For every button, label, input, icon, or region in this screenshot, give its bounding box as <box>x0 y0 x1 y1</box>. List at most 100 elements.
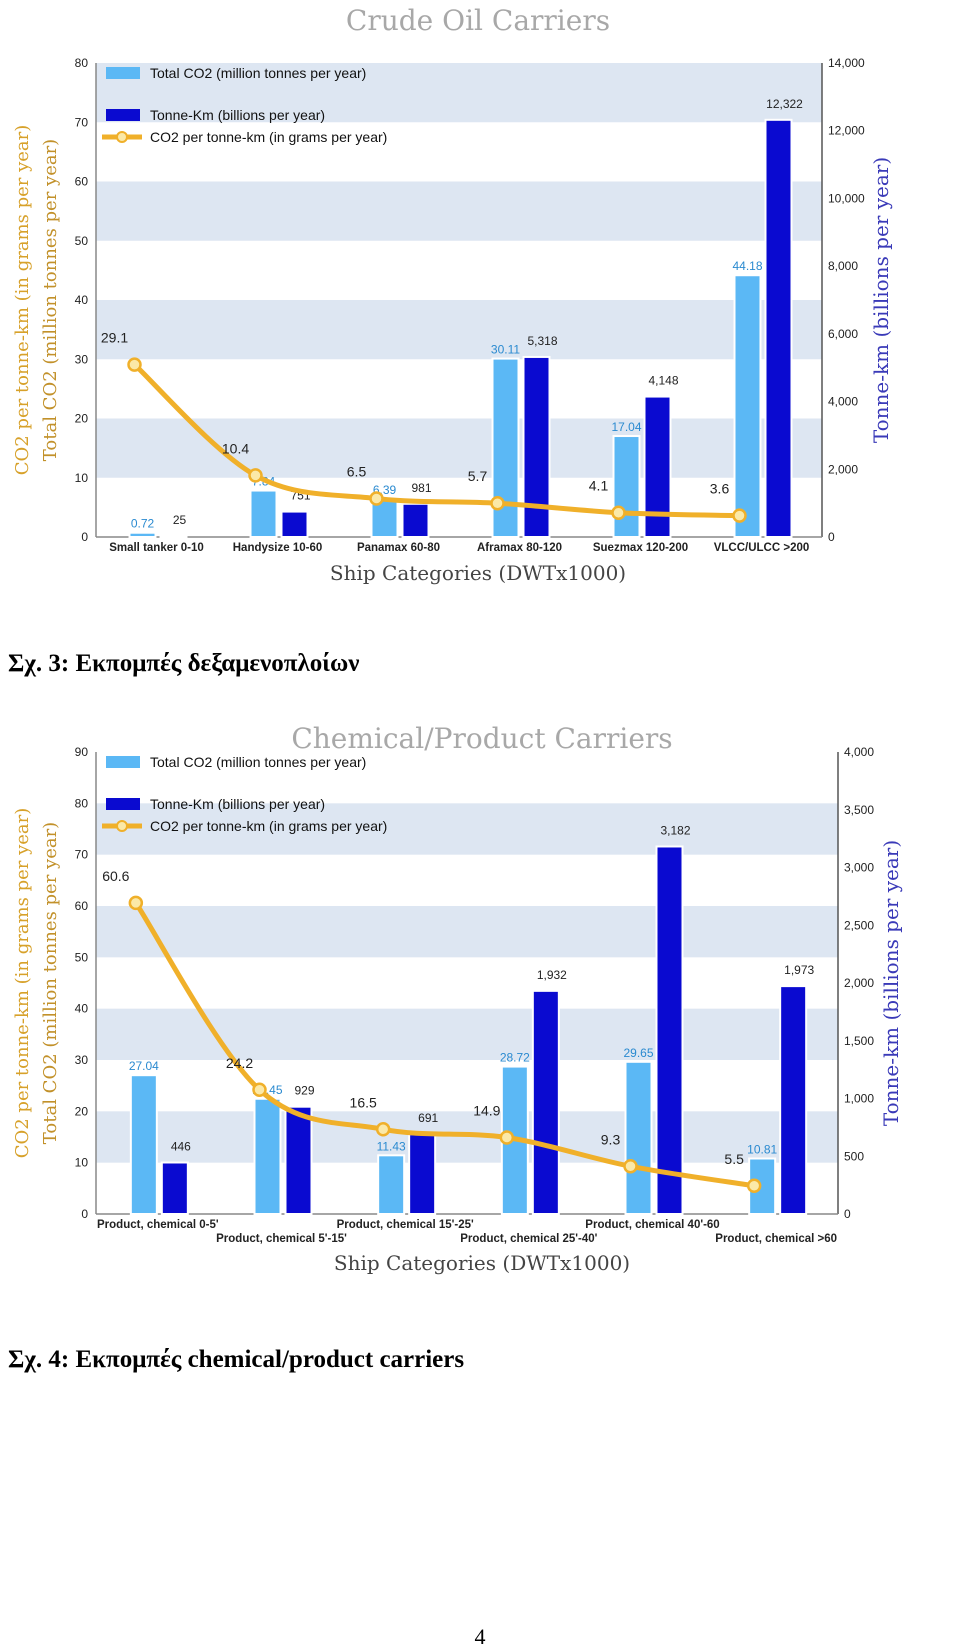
category-label: Product, chemical 15'-25' <box>337 1219 474 1231</box>
line-co2-per-tonne-km <box>132 362 742 519</box>
left-tick-label: 0 <box>81 530 88 544</box>
point-co2-per-tonne-km <box>375 1122 391 1137</box>
bar-label-tonne-km: 1,973 <box>784 963 814 977</box>
bar-label-total-co2: 17.04 <box>611 420 641 434</box>
right-tick-label: 14,000 <box>828 56 865 70</box>
legend-label-total-co2: Total CO2 (million tonnes per year) <box>150 65 366 81</box>
bar-label-total-co2: 28.72 <box>500 1051 530 1065</box>
bar-label-tonne-km: 4,148 <box>648 374 678 388</box>
legend-label-co2-per-tonne-km: CO2 per tonne-km (in grams per year) <box>150 129 387 145</box>
right-axis-title: Tonne-km (billions per year) <box>879 840 903 1126</box>
grid-band <box>96 181 822 241</box>
legend-swatch-total-co2 <box>106 67 140 79</box>
right-tick-label: 3,000 <box>844 861 874 875</box>
point-label-co2-per-tonne-km: 5.5 <box>724 1151 744 1167</box>
point-label-co2-per-tonne-km: 9.3 <box>601 1131 621 1147</box>
left-tick-label: 0 <box>81 1207 88 1221</box>
point-co2-per-tonne-km <box>369 491 384 506</box>
bar-tonne-km <box>160 1161 189 1215</box>
category-label: Product, chemical 40'-60 <box>585 1219 719 1231</box>
bar-total-co2 <box>370 498 399 538</box>
grid-band <box>96 63 822 123</box>
bar-total-co2 <box>129 1074 158 1215</box>
point-co2-per-tonne-km <box>248 468 263 483</box>
bar-total-co2 <box>249 489 278 539</box>
right-tick-label: 3,500 <box>844 803 874 817</box>
bar-label-tonne-km: 1,932 <box>537 968 567 982</box>
line-co2-per-tonne-km <box>133 900 757 1189</box>
right-tick-label: 2,500 <box>844 918 874 932</box>
right-tick-label: 4,000 <box>828 395 858 409</box>
right-axis-title: Tonne-km (billions per year) <box>869 157 893 443</box>
bar-tonne-km <box>408 1133 437 1216</box>
legend-label-total-co2: Total CO2 (million tonnes per year) <box>150 754 366 770</box>
left-tick-label: 50 <box>75 234 89 248</box>
legend-swatch-point <box>116 820 128 832</box>
left-axis-title-inner: Total CO2 (million tonnes per year) <box>40 822 61 1144</box>
point-co2-per-tonne-km <box>623 1159 638 1174</box>
bar-label-total-co2: 11.43 <box>377 1139 406 1153</box>
x-axis-title: Ship Categories (DWTx1000) <box>330 561 626 585</box>
chart-title: Crude Oil Carriers <box>346 4 610 37</box>
right-tick-label: 2,000 <box>828 462 858 476</box>
left-tick-label: 10 <box>75 471 89 485</box>
bar-tonne-km <box>655 845 684 1215</box>
right-tick-label: 0 <box>828 530 835 544</box>
grid-bands <box>96 803 838 1163</box>
point-label-co2-per-tonne-km: 16.5 <box>350 1094 377 1110</box>
left-tick-label: 60 <box>75 899 89 913</box>
bar-label-tonne-km: 691 <box>418 1111 438 1125</box>
bar-label-tonne-km: 446 <box>171 1139 191 1153</box>
category-label: Handysize 10-60 <box>233 542 323 554</box>
left-axis-title-outer: CO2 per tonne-km (in grams per year) <box>12 808 33 1159</box>
category-label: Panamax 60-80 <box>357 542 440 554</box>
right-tick-label: 10,000 <box>828 191 865 205</box>
legend-swatch-tonne-km <box>106 109 140 121</box>
point-label-co2-per-tonne-km: 3.6 <box>710 481 730 497</box>
figure-caption-3: Σχ. 3: Εκπομπές δεξαμενοπλοίων <box>8 650 360 677</box>
bar-label-total-co2: 44.18 <box>732 259 762 273</box>
legend-label-tonne-km: Tonne-Km (billions per year) <box>150 107 325 123</box>
left-tick-label: 90 <box>75 745 89 759</box>
left-tick-label: 60 <box>75 175 89 189</box>
point-label-co2-per-tonne-km: 14.9 <box>473 1103 500 1119</box>
bar-total-co2 <box>624 1060 653 1215</box>
point-co2-per-tonne-km <box>499 1130 515 1145</box>
point-co2-per-tonne-km <box>127 357 142 372</box>
left-tick-label: 70 <box>75 848 89 862</box>
bar-label-tonne-km: 929 <box>294 1084 314 1098</box>
grid-band <box>96 300 822 360</box>
bar-total-co2 <box>733 274 762 538</box>
point-co2-per-tonne-km <box>128 895 144 911</box>
grid-band <box>96 1008 838 1060</box>
category-label: Aframax 80-120 <box>477 542 562 554</box>
left-tick-label: 30 <box>75 1053 89 1067</box>
category-label: Product, chemical 25'-40' <box>460 1233 597 1245</box>
bar-total-co2 <box>377 1154 406 1215</box>
bar-label-total-co2: 0.72 <box>131 517 155 531</box>
grid-band <box>96 803 838 855</box>
crude-oil-carriers-chart: Crude Oil Carriers 0 10 20 30 40 50 60 70 80 0 2,00… <box>12 4 893 585</box>
left-tick-label: 30 <box>75 352 89 366</box>
bar-tonne-km <box>159 535 188 539</box>
bar-label-tonne-km: 12,322 <box>766 97 803 111</box>
point-co2-per-tonne-km <box>490 495 505 511</box>
bar-tonne-km <box>522 355 551 539</box>
point-co2-per-tonne-km <box>746 1178 762 1194</box>
bar-label-total-co2: 27.04 <box>129 1059 159 1073</box>
legend-swatch-tonne-km <box>106 798 140 810</box>
bar-label-tonne-km: 3,182 <box>660 823 690 837</box>
bar-label-total-co2: 30.11 <box>491 343 520 357</box>
left-tick-label: 20 <box>75 1104 89 1118</box>
left-tick-label: 40 <box>75 293 89 307</box>
category-label: Suezmax 120-200 <box>593 542 688 554</box>
left-tick-label: 70 <box>75 115 89 129</box>
x-axis-title: Ship Categories (DWTx1000) <box>334 1251 630 1275</box>
right-tick-label: 1,000 <box>844 1092 874 1106</box>
grid-band <box>96 418 822 478</box>
bar-tonne-km <box>764 118 793 538</box>
right-tick-label: 1,500 <box>844 1034 874 1048</box>
grid-band <box>96 906 838 958</box>
bar-tonne-km <box>284 1105 313 1215</box>
bar-total-co2 <box>128 531 157 539</box>
